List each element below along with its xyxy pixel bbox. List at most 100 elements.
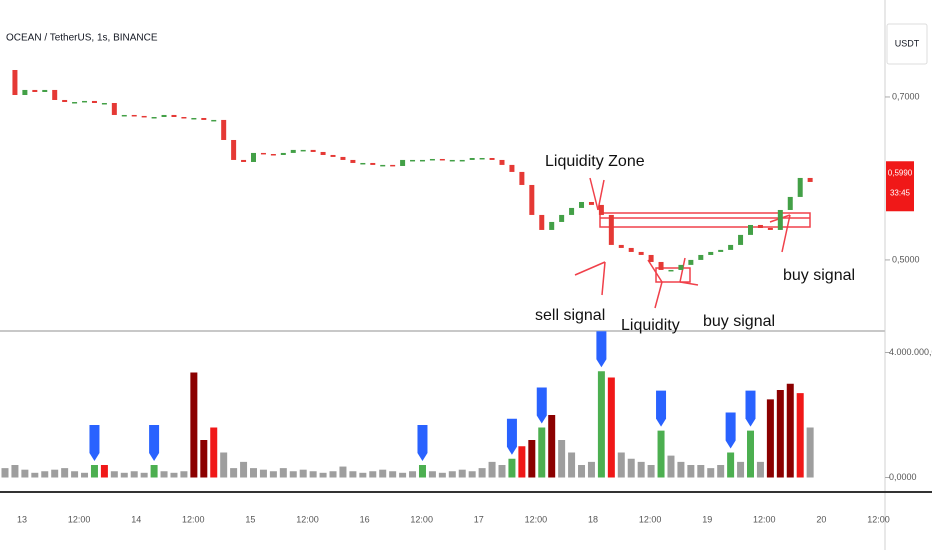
volume-bar bbox=[180, 471, 188, 478]
x-tick-label: 12:00 bbox=[68, 514, 91, 524]
volume-bar bbox=[100, 465, 108, 478]
candle bbox=[141, 115, 147, 118]
candle bbox=[370, 162, 376, 165]
volume-bar bbox=[160, 471, 168, 478]
volume-bar bbox=[548, 415, 556, 478]
volume-bar bbox=[81, 472, 89, 478]
y-tick-label: 0,5000 bbox=[892, 254, 920, 264]
x-tick-label: 19 bbox=[702, 514, 712, 524]
candle bbox=[350, 159, 356, 163]
candle bbox=[598, 204, 604, 215]
candle bbox=[91, 100, 97, 103]
volume-bar bbox=[369, 471, 377, 478]
volume-bar bbox=[468, 471, 476, 478]
candle bbox=[12, 69, 18, 96]
candle bbox=[340, 156, 346, 160]
candle bbox=[718, 249, 724, 252]
volume-bar bbox=[200, 440, 208, 478]
signal-marker bbox=[656, 390, 667, 427]
candle bbox=[469, 157, 475, 160]
candle bbox=[658, 261, 664, 270]
currency-button[interactable] bbox=[886, 23, 928, 65]
volume-bar bbox=[418, 465, 426, 478]
volume-bar bbox=[677, 461, 685, 478]
candle bbox=[688, 259, 694, 265]
candle bbox=[797, 177, 803, 197]
candle bbox=[151, 117, 157, 119]
candle bbox=[529, 184, 535, 215]
volume-bar bbox=[11, 465, 19, 478]
candle bbox=[32, 89, 38, 92]
candle bbox=[628, 247, 634, 252]
volume-bar bbox=[627, 458, 635, 478]
volume-bar bbox=[289, 471, 297, 478]
volume-bar bbox=[230, 468, 238, 478]
volume-bar bbox=[259, 469, 267, 478]
x-tick-label: 12:00 bbox=[182, 514, 205, 524]
volume-bar bbox=[120, 472, 128, 478]
x-tick-label: 14 bbox=[131, 514, 141, 524]
volume-bar bbox=[766, 399, 774, 478]
volume-bar bbox=[190, 372, 198, 478]
candle bbox=[201, 117, 207, 120]
volume-bar bbox=[727, 452, 735, 478]
volume-bar bbox=[1, 468, 9, 478]
volume-bar bbox=[399, 472, 407, 478]
signal-marker bbox=[149, 425, 160, 461]
annotation: Liquidity bbox=[621, 317, 680, 334]
candle bbox=[419, 159, 425, 162]
candle bbox=[181, 117, 187, 119]
candle bbox=[787, 196, 793, 210]
x-tick-label: 12:00 bbox=[753, 514, 776, 524]
volume-bar bbox=[458, 469, 466, 478]
volume-bar bbox=[240, 461, 248, 478]
x-tick-label: 12:00 bbox=[296, 514, 319, 524]
signal-marker bbox=[506, 418, 517, 455]
candle bbox=[579, 201, 585, 208]
candle bbox=[310, 149, 316, 152]
volume-bar bbox=[697, 465, 705, 478]
volume-bar bbox=[71, 471, 79, 478]
candle bbox=[678, 264, 684, 270]
volume-bar bbox=[150, 465, 158, 478]
volume-bar bbox=[389, 471, 397, 478]
x-tick-label: 17 bbox=[474, 514, 484, 524]
volume-bar bbox=[568, 452, 576, 478]
chart-title: OCEAN / TetherUS, 1s, BINANCE bbox=[6, 33, 158, 44]
x-tick-label: 15 bbox=[245, 514, 255, 524]
volume-bar bbox=[61, 468, 69, 478]
candle bbox=[509, 164, 515, 172]
signal-marker bbox=[89, 425, 100, 461]
candle bbox=[807, 177, 813, 182]
candle bbox=[559, 214, 565, 222]
last-price-box bbox=[886, 161, 914, 212]
candle bbox=[489, 157, 495, 160]
candle bbox=[608, 214, 614, 245]
candle bbox=[618, 244, 624, 248]
volume-bar bbox=[597, 371, 605, 478]
volume-bar bbox=[776, 390, 784, 478]
candle bbox=[42, 89, 48, 92]
volume-bar bbox=[796, 393, 804, 478]
x-tick-label: 18 bbox=[588, 514, 598, 524]
candle bbox=[728, 244, 734, 250]
volume-bar bbox=[438, 472, 446, 478]
candle bbox=[280, 152, 286, 155]
candle bbox=[121, 114, 127, 117]
candle bbox=[449, 159, 455, 162]
volume-bar bbox=[21, 469, 29, 478]
countdown: 33:45 bbox=[890, 188, 911, 197]
candle bbox=[72, 102, 78, 104]
volume-bar bbox=[717, 465, 725, 478]
candle bbox=[131, 114, 137, 117]
y-tick-label: 0,7000 bbox=[892, 91, 920, 101]
volume-bar bbox=[488, 461, 496, 478]
candle bbox=[569, 207, 575, 215]
candle bbox=[380, 164, 386, 167]
x-tick-label: 13 bbox=[17, 514, 27, 524]
currency[interactable]: USDT bbox=[895, 38, 920, 48]
volume-bar bbox=[339, 466, 347, 478]
volume-bar bbox=[617, 452, 625, 478]
